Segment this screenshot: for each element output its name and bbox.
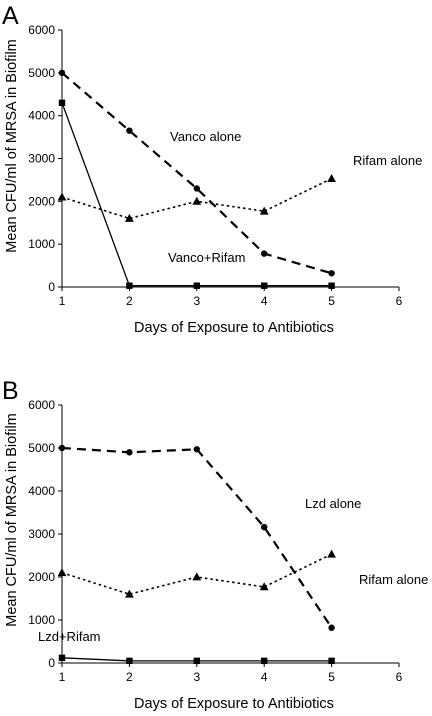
panel-b-plot: 0 1000 2000 3000 4000 5000 6000 1 2 3 4 5 6 (28, 398, 402, 684)
panel-a-y-tick-label: 1000 (28, 237, 55, 251)
panel-a-x-tick-label: 3 (193, 294, 200, 308)
panel-b-point-lzd-alone (328, 624, 335, 631)
panel-b-point-rifam-alone (259, 582, 269, 591)
panel-b-label-rifam-alone: Rifam alone (359, 572, 428, 587)
panel-a-y-axis-title: Mean CFU/ml of MRSA in Biofilm (4, 39, 20, 253)
panel-a-point-vanco-alone (261, 250, 268, 257)
panel-a-point-vanco-rifam (58, 99, 66, 107)
panel-b-point-lzd-rifam (261, 657, 268, 665)
panel-b-x-tick-label: 6 (396, 670, 403, 684)
panel-a-point-vanco-rifam (126, 282, 133, 289)
panel-b-point-rifam-alone (327, 549, 336, 558)
panel-a: A Mean CFU/ml of MRSA in Biofilm Days of… (2, 2, 422, 336)
panel-a-x-tick-label: 2 (126, 294, 133, 308)
panel-b-series-lzd-alone-line (61, 446, 333, 629)
panel-a-x-tick-label: 1 (59, 294, 66, 308)
panel-a-point-vanco-alone (58, 69, 66, 77)
panel-b-point-lzd-rifam (193, 657, 200, 665)
panel-b-point-rifam-alone (125, 589, 134, 598)
panel-b-point-lzd-rifam (58, 654, 66, 662)
panel-b-point-lzd-alone (58, 444, 66, 452)
panel-a-label-rifam-alone: Rifam alone (353, 153, 422, 168)
panel-a-point-rifam-alone (259, 206, 269, 215)
panel-a-label-vanco-rifam: Vanco+Rifam (168, 250, 245, 265)
panel-a-y-tick-label: 0 (48, 280, 55, 294)
panel-a-point-vanco-alone (126, 127, 133, 134)
panel-b-y-tick-label: 2000 (28, 570, 55, 584)
panel-a-x-tick-label: 6 (396, 294, 403, 308)
panel-b: B Mean CFU/ml of MRSA in Biofilm Days of… (2, 377, 428, 712)
panel-a-series-vanco-alone-line (61, 71, 332, 275)
panel-a-point-rifam-alone (327, 174, 336, 183)
panel-a-point-vanco-alone (328, 270, 335, 277)
panel-b-x-axis-title: Days of Exposure to Antibiotics (134, 696, 334, 712)
panel-b-x-tick-label: 2 (126, 670, 133, 684)
panel-a-y-tick-label: 5000 (28, 66, 55, 80)
panel-a-point-vanco-rifam (261, 282, 268, 289)
panel-b-x-tick-label: 3 (193, 670, 200, 684)
panel-b-point-rifam-alone (192, 572, 202, 581)
panel-b-letter: B (2, 377, 19, 405)
panel-a-point-rifam-alone (125, 213, 134, 222)
panel-a-point-rifam-alone (192, 196, 202, 205)
panel-b-y-tick-label: 0 (48, 656, 55, 670)
panel-a-plot: 0 1000 2000 3000 4000 5000 6000 1 2 3 4 5 6 (28, 23, 402, 308)
panel-b-y-tick-label: 1000 (28, 613, 55, 627)
panel-a-series-rifam-alone-line (61, 177, 332, 220)
panel-a-y-tick-label: 6000 (28, 23, 55, 37)
panel-a-x-tick-label: 4 (261, 294, 268, 308)
panel-b-point-lzd-rifam (328, 657, 335, 665)
panel-b-x-tick-label: 4 (261, 670, 268, 684)
panel-a-y-tick-label: 3000 (28, 152, 55, 166)
panel-b-point-rifam-alone (57, 568, 67, 577)
panel-b-point-lzd-alone (193, 446, 200, 453)
panel-b-y-tick-label: 5000 (28, 441, 55, 455)
panel-b-x-tick-label: 5 (328, 670, 335, 684)
panel-b-point-lzd-alone (261, 523, 268, 531)
panel-a-x-axis-title: Days of Exposure to Antibiotics (134, 320, 334, 336)
panel-b-y-tick-label: 6000 (28, 398, 55, 412)
panel-b-point-lzd-rifam (126, 657, 133, 665)
panel-b-x-tick-label: 1 (59, 670, 66, 684)
panel-b-series-rifam-alone-line (61, 553, 332, 596)
panel-a-y-tick-label: 4000 (28, 109, 55, 123)
panel-b-label-lzd-alone: Lzd alone (305, 496, 361, 511)
panel-b-label-lzd-rifam: Lzd+Rifam (38, 629, 101, 644)
panel-b-y-tick-label: 4000 (28, 484, 55, 498)
panel-a-point-vanco-rifam (328, 282, 335, 289)
panel-a-label-vanco-alone: Vanco alone (170, 129, 241, 144)
panel-a-x-tick-label: 5 (328, 294, 335, 308)
panel-a-letter: A (2, 2, 19, 30)
panel-b-y-axis-title: Mean CFU/ml of MRSA in Biofilm (4, 413, 20, 627)
panel-a-point-rifam-alone (57, 192, 67, 201)
panel-b-point-lzd-alone (126, 449, 133, 456)
panel-b-y-tick-label: 3000 (28, 527, 55, 541)
panel-a-point-vanco-alone (193, 185, 200, 192)
panel-a-point-vanco-rifam (193, 282, 200, 289)
panel-a-y-tick-label: 2000 (28, 194, 55, 208)
